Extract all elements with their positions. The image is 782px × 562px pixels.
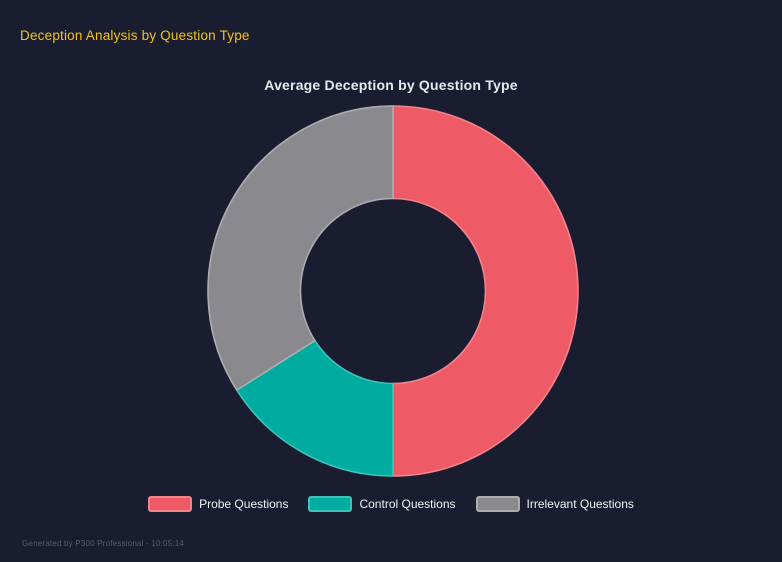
chart-title: Average Deception by Question Type: [264, 77, 518, 93]
legend-label-control-questions: Control Questions: [359, 497, 456, 511]
page-title: Deception Analysis by Question Type: [20, 28, 250, 43]
donut-segment-2[interactable]: [207, 105, 394, 391]
chart-legend: Probe Questions Control Questions Irrele…: [0, 496, 782, 512]
donut-chart-svg: [207, 105, 579, 477]
donut-chart: [203, 101, 583, 481]
footer-text: Generated by P300 Professional - 10:05:1…: [22, 539, 185, 548]
legend-swatch-control-questions: [308, 496, 353, 512]
legend-label-irrelevant-questions: Irrelevant Questions: [526, 497, 634, 511]
legend-swatch-irrelevant-questions: [475, 496, 520, 512]
donut-segment-0[interactable]: [392, 105, 579, 477]
legend-swatch-probe-questions: [148, 496, 193, 512]
legend-item-control-questions[interactable]: Control Questions: [308, 496, 456, 512]
legend-item-irrelevant-questions[interactable]: Irrelevant Questions: [475, 496, 634, 512]
donut-segment-1[interactable]: [236, 339, 394, 477]
legend-label-probe-questions: Probe Questions: [199, 497, 289, 511]
legend-item-probe-questions[interactable]: Probe Questions: [148, 496, 288, 512]
